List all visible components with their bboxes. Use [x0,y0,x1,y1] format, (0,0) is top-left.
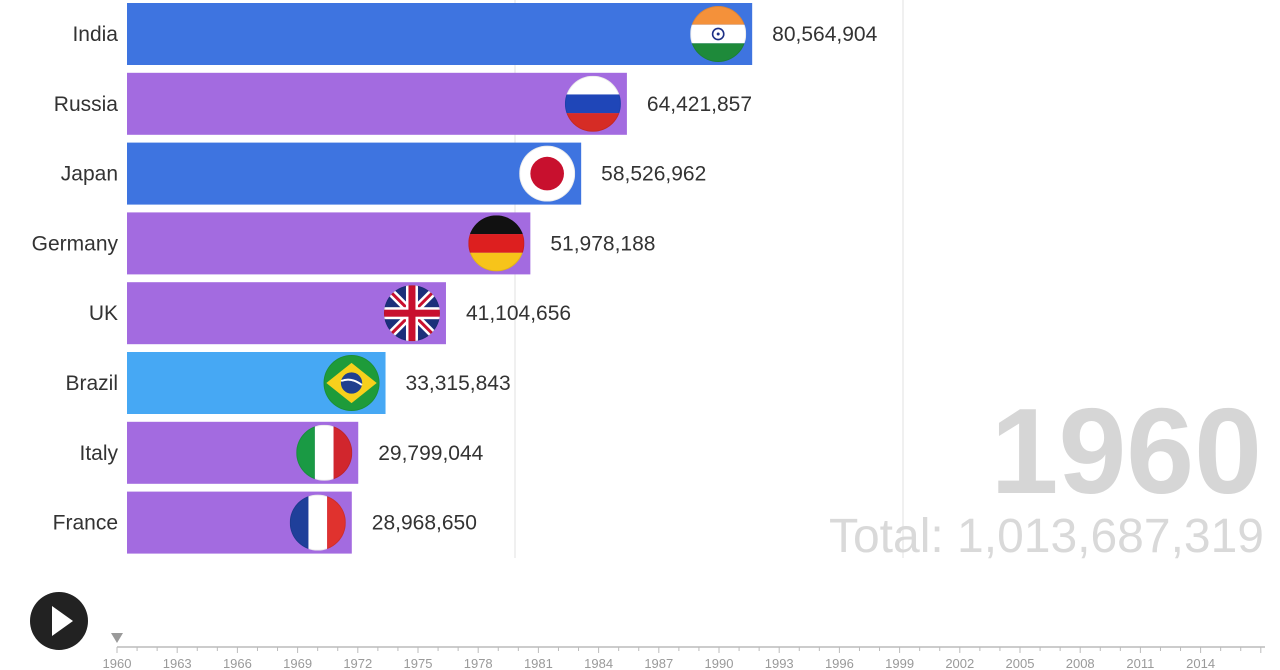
timeline-year-label: 1996 [825,656,854,670]
timeline-year-label: 1999 [885,656,914,670]
timeline-marker-icon [111,633,123,643]
category-label: India [72,23,118,46]
bar [127,72,627,135]
brazil-flag-icon [323,355,380,411]
bar [127,212,531,275]
category-label: France [53,512,118,535]
value-label: 58,526,962 [601,163,706,186]
timeline-year-label: 2005 [1006,656,1035,670]
category-label: Brazil [65,372,118,395]
uk-flag-icon [383,285,440,342]
value-label: 28,968,650 [372,512,477,535]
timeline-year-label: 2014 [1186,656,1215,670]
category-label: UK [89,302,118,325]
category-label: Germany [32,232,119,255]
bar-row: Russia 64,421,857 [54,72,752,135]
bar [127,3,753,65]
france-flag-icon [289,494,346,551]
value-label: 64,421,857 [647,93,752,116]
value-label: 80,564,904 [772,23,877,46]
bar-row: Japan 58,526,962 [61,142,706,205]
category-label: Italy [79,442,118,465]
india-flag-icon [690,6,747,62]
timeline-year-label: 2011 [1126,656,1154,670]
russia-flag-icon [564,75,621,132]
timeline-year-label: 2002 [945,656,974,670]
bar-row: India 80,564,904 [72,3,878,65]
italy-flag-icon [296,424,353,481]
bar-row: UK 41,104,656 [89,282,571,345]
bar-row: France 28,968,650 [53,491,477,554]
category-label: Japan [61,163,118,186]
current-year-label: 1960 [991,383,1262,519]
timeline-year-label: 1978 [464,656,493,670]
timeline-year-label: 1993 [765,656,794,670]
play-button[interactable] [30,592,88,650]
play-icon[interactable] [52,606,73,636]
timeline-year-label: 1984 [584,656,613,670]
timeline-year-label: 1981 [524,656,553,670]
timeline-year-label: 1987 [644,656,673,670]
japan-flag-icon [519,145,576,202]
bar [127,142,582,205]
bar-row: Germany 51,978,188 [32,212,655,275]
timeline-year-label: 1972 [343,656,372,670]
timeline-year-label: 1969 [283,656,312,670]
value-label: 41,104,656 [466,302,571,325]
value-label: 29,799,044 [378,442,483,465]
timeline-year-label: 1963 [163,656,192,670]
timeline-year-label: 1975 [404,656,433,670]
value-label: 33,315,843 [406,372,511,395]
timeline[interactable]: 1960 1963 1966 1969 1972 1975 1978 1981 1984 1987… [103,633,1265,670]
bar-row: Brazil 33,315,843 [65,352,511,414]
bars: India 80,564,904 Russia 64,421,857 Japan 58,5… [32,3,878,554]
timeline-year-label: 2008 [1066,656,1095,670]
category-label: Russia [54,93,119,116]
total-label: Total: 1,013,687,319 [829,510,1264,563]
bar-row: Italy 29,799,044 [79,421,484,484]
timeline-year-label: 1990 [705,656,734,670]
value-label: 51,978,188 [550,232,655,255]
timeline-year-label: 1966 [223,656,252,670]
germany-flag-icon [468,215,525,272]
timeline-year-label: 1960 [103,656,132,670]
